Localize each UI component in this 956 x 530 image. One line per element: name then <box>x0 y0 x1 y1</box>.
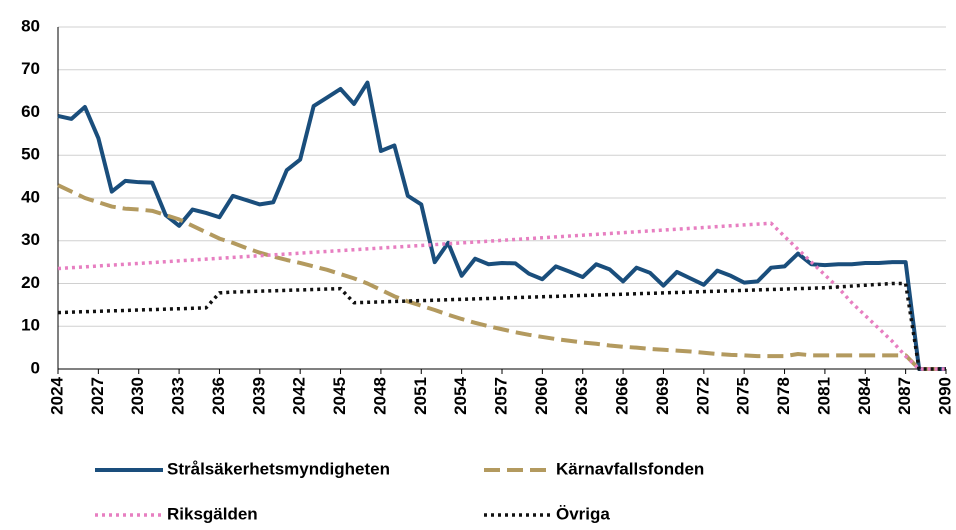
legend-label: Riksgälden <box>167 504 258 523</box>
x-tick-label: 2027 <box>88 377 107 415</box>
x-tick-label: 2066 <box>613 377 632 415</box>
series-line <box>57 221 946 371</box>
x-tick-label: 2057 <box>491 377 510 415</box>
x-tick-label: 2072 <box>693 377 712 415</box>
x-tick-label: 2069 <box>653 377 672 415</box>
y-tick-label: 70 <box>21 59 40 78</box>
x-tick-label: 2030 <box>128 377 147 415</box>
x-tick-label: 2039 <box>249 377 268 415</box>
x-tick-label: 2078 <box>774 377 793 415</box>
x-tick-label: 2045 <box>330 377 349 415</box>
y-tick-label: 20 <box>21 273 40 292</box>
x-tick-label: 2084 <box>855 376 874 414</box>
legend-label: Kärnavfallsfonden <box>556 459 704 478</box>
x-tick-label: 2036 <box>209 377 228 415</box>
y-tick-label: 30 <box>21 230 40 249</box>
x-tick-label: 2033 <box>169 377 188 415</box>
x-tick-label: 2048 <box>370 377 389 415</box>
x-tick-label: 2087 <box>895 377 914 415</box>
y-tick-label: 10 <box>21 316 40 335</box>
y-tick-label: 0 <box>31 358 40 377</box>
x-tick-label: 2054 <box>451 376 470 414</box>
series-line <box>57 183 946 371</box>
x-tick-label: 2075 <box>734 377 753 415</box>
legend-label: Strålsäkerhetsmyndigheten <box>167 459 390 478</box>
x-tick-label: 2060 <box>532 377 551 415</box>
series-line <box>57 281 946 371</box>
x-tick-label: 2042 <box>290 377 309 415</box>
x-tick-label: 2063 <box>572 377 591 415</box>
y-tick-label: 50 <box>21 145 40 164</box>
x-tick-label: 2090 <box>935 377 954 415</box>
x-tick-label: 2051 <box>411 377 430 415</box>
y-tick-label: 40 <box>21 187 40 206</box>
x-tick-label: 2024 <box>47 376 66 414</box>
series-line <box>57 80 946 371</box>
x-tick-label: 2081 <box>814 377 833 415</box>
legend-label: Övriga <box>556 504 610 523</box>
y-tick-label: 80 <box>21 16 40 35</box>
y-tick-label: 60 <box>21 102 40 121</box>
